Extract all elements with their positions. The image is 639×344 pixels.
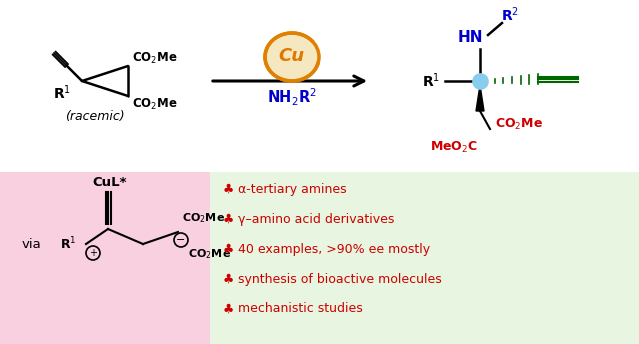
Text: ♣: ♣	[222, 272, 234, 286]
Text: +: +	[89, 248, 97, 258]
Bar	[0, 172, 210, 344]
Text: R$^1$: R$^1$	[53, 84, 71, 102]
Text: R$^1$: R$^1$	[60, 236, 76, 252]
Bar	[210, 172, 639, 344]
Text: CO$_2$Me: CO$_2$Me	[132, 96, 178, 111]
Text: −: −	[176, 235, 186, 245]
Ellipse shape	[265, 33, 319, 81]
Text: γ–amino acid derivatives: γ–amino acid derivatives	[238, 213, 394, 226]
Text: CuL*: CuL*	[93, 175, 127, 189]
Text: (racemic): (racemic)	[65, 109, 125, 122]
Text: MeO$_2$C: MeO$_2$C	[430, 139, 478, 154]
Text: α-tertiary amines: α-tertiary amines	[238, 183, 346, 195]
Text: 40 examples, >90% ee mostly: 40 examples, >90% ee mostly	[238, 243, 430, 256]
Text: ♣: ♣	[222, 213, 234, 226]
Text: Cu: Cu	[278, 47, 304, 65]
Text: CO$_2$Me: CO$_2$Me	[495, 117, 543, 131]
Text: R$^2$: R$^2$	[501, 6, 519, 24]
Text: R$^1$: R$^1$	[422, 72, 440, 90]
Text: CO$_2$Me: CO$_2$Me	[188, 247, 231, 261]
Text: synthesis of bioactive molecules: synthesis of bioactive molecules	[238, 272, 442, 286]
Text: ♣: ♣	[222, 302, 234, 315]
Text: mechanistic studies: mechanistic studies	[238, 302, 363, 315]
Text: ♣: ♣	[222, 243, 234, 256]
Text: HN: HN	[458, 30, 482, 44]
Text: ♣: ♣	[222, 183, 234, 195]
Text: NH$_2$R$^2$: NH$_2$R$^2$	[267, 86, 317, 108]
Polygon shape	[476, 85, 484, 111]
Text: CO$_2$Me: CO$_2$Me	[182, 211, 225, 225]
Text: CO$_2$Me: CO$_2$Me	[132, 51, 178, 66]
Text: via: via	[22, 237, 42, 250]
